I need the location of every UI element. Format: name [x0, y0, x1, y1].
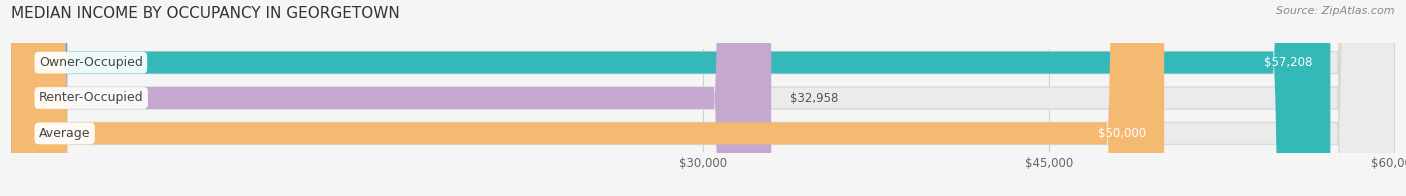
Text: Average: Average	[39, 127, 90, 140]
FancyBboxPatch shape	[11, 0, 1395, 196]
FancyBboxPatch shape	[11, 0, 1395, 196]
FancyBboxPatch shape	[11, 0, 1164, 196]
Text: MEDIAN INCOME BY OCCUPANCY IN GEORGETOWN: MEDIAN INCOME BY OCCUPANCY IN GEORGETOWN	[11, 6, 399, 21]
FancyBboxPatch shape	[11, 0, 1330, 196]
Text: Owner-Occupied: Owner-Occupied	[39, 56, 143, 69]
Text: Renter-Occupied: Renter-Occupied	[39, 92, 143, 104]
Text: $32,958: $32,958	[790, 92, 838, 104]
Text: $50,000: $50,000	[1098, 127, 1146, 140]
FancyBboxPatch shape	[11, 0, 772, 196]
Text: $57,208: $57,208	[1264, 56, 1312, 69]
FancyBboxPatch shape	[11, 0, 1395, 196]
Text: Source: ZipAtlas.com: Source: ZipAtlas.com	[1277, 6, 1395, 16]
